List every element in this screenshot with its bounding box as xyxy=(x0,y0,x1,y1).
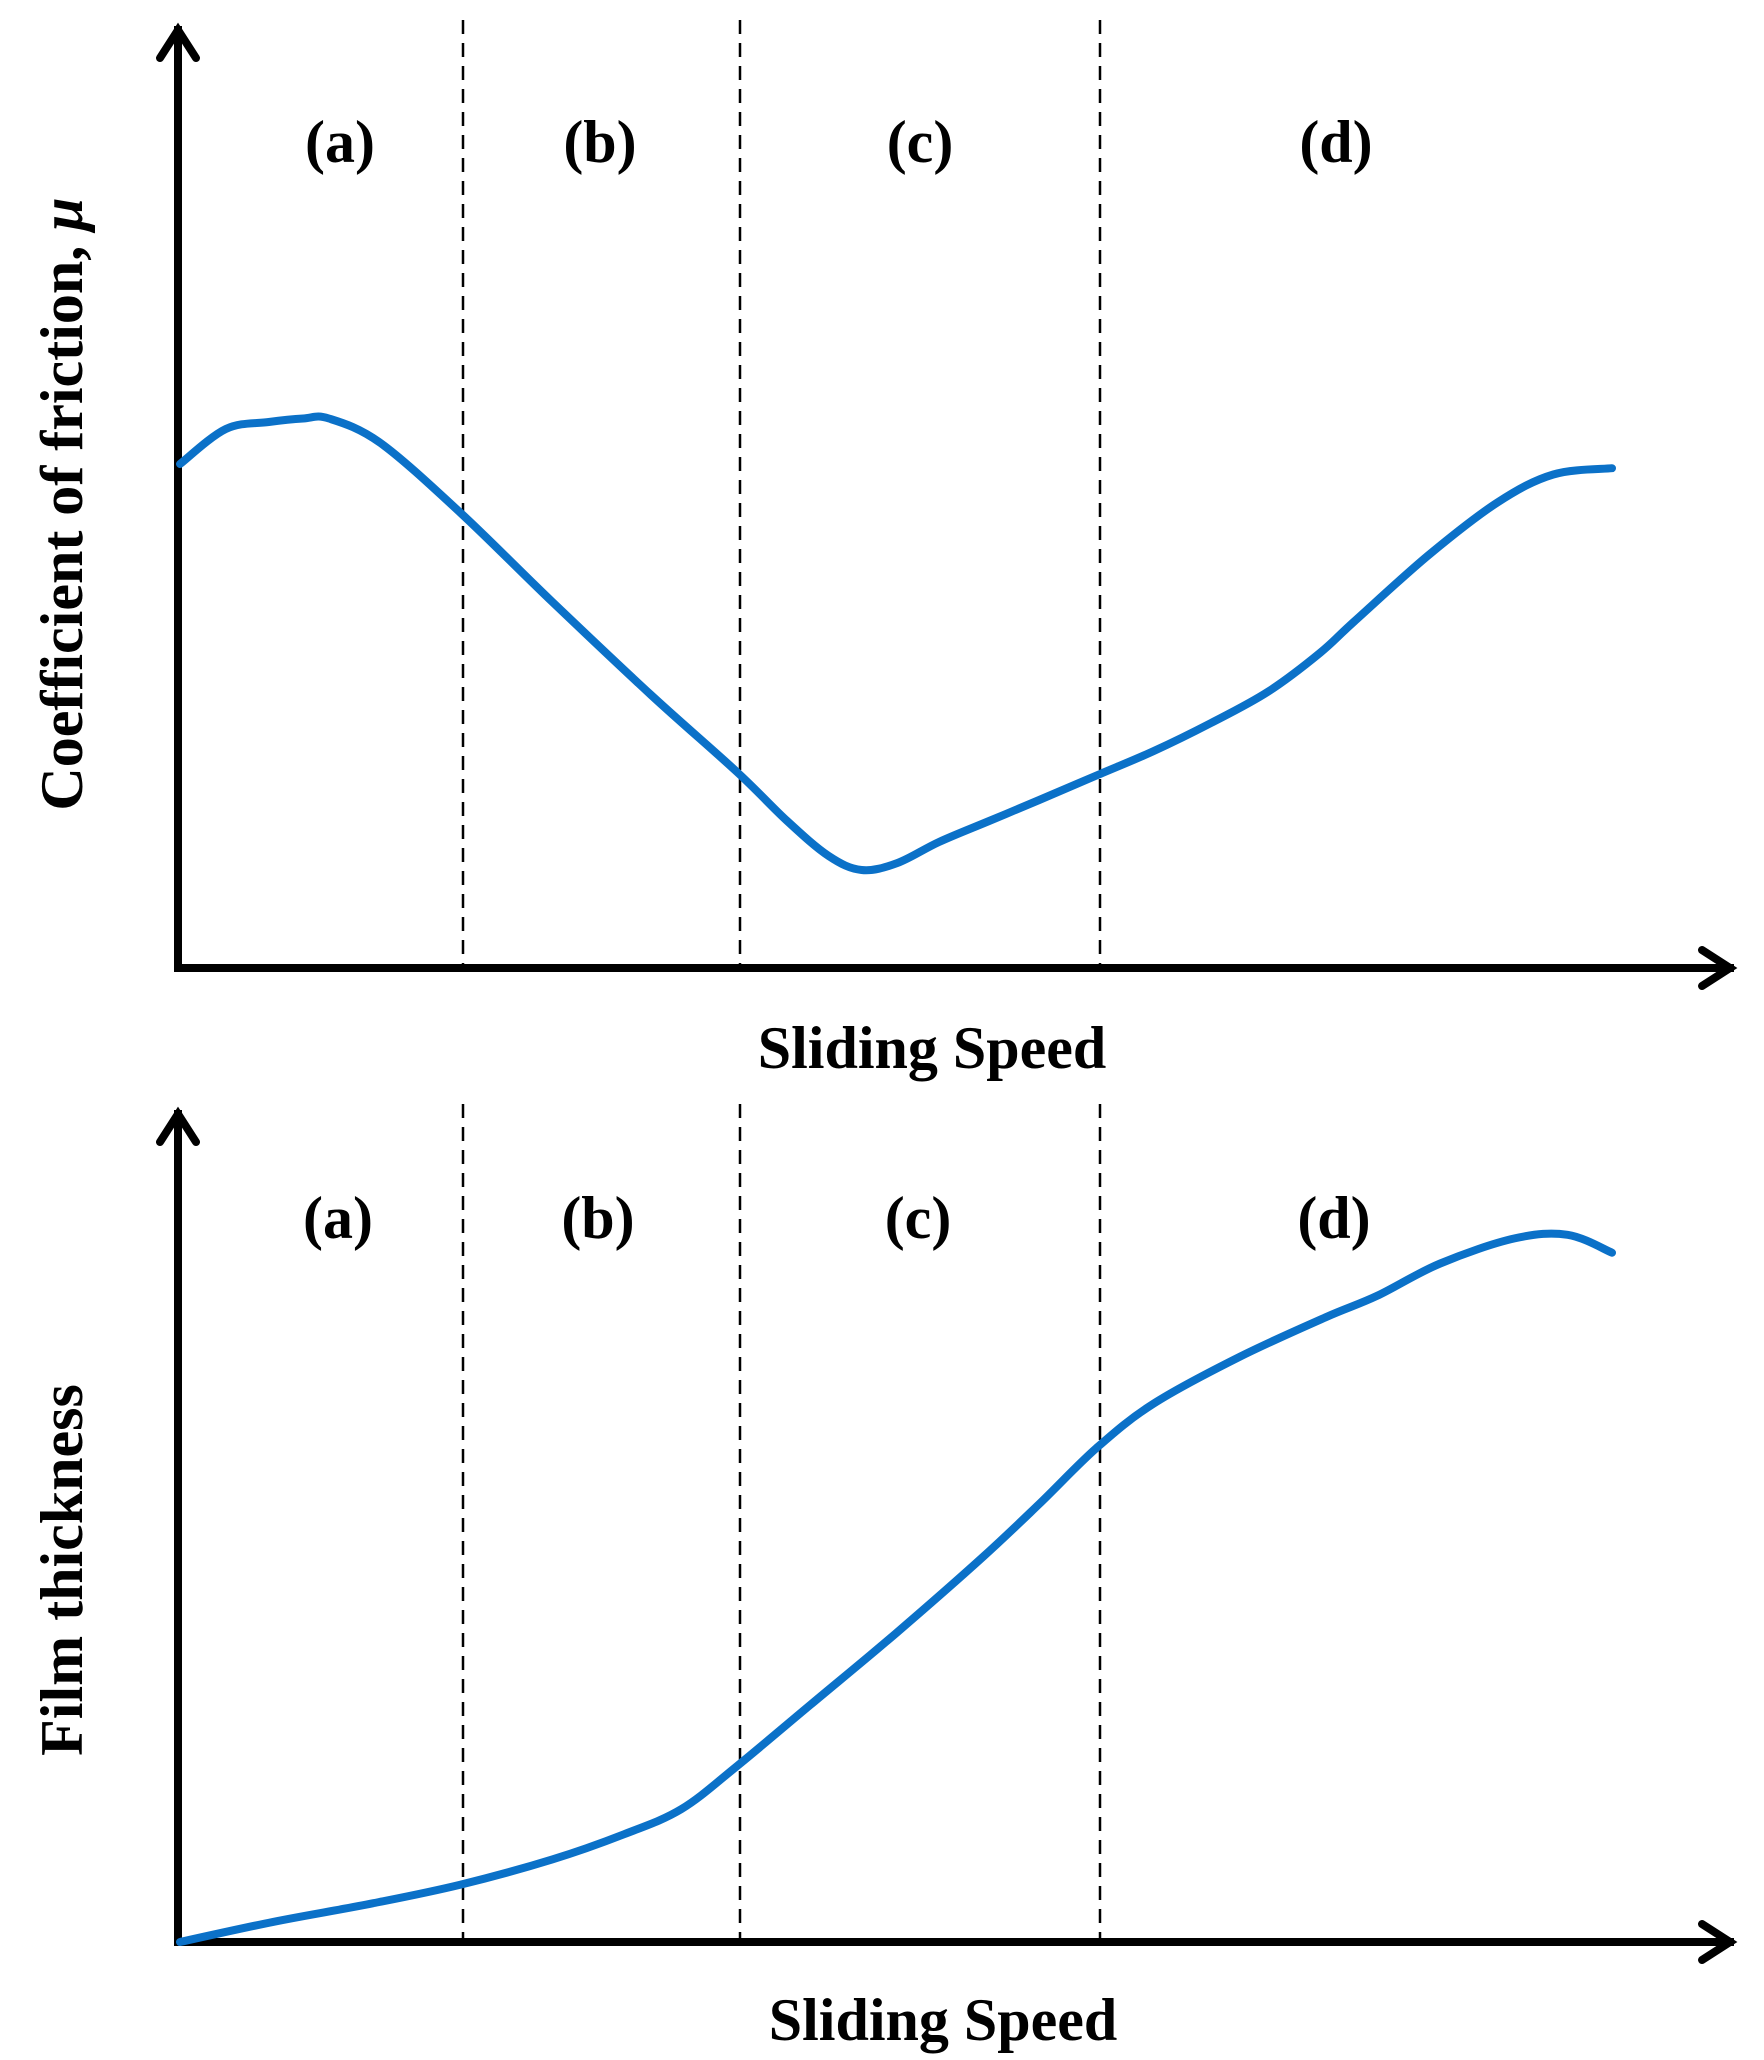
film-y-axis-arrow xyxy=(156,1106,200,1146)
film-region-label-d: (d) xyxy=(1297,1185,1370,1251)
film-x-axis-label: Sliding Speed xyxy=(769,1987,1118,2053)
friction-region-label-a: (a) xyxy=(305,109,375,175)
friction-chart: (a) (b) (c) (d) Sliding Speed Coefficien… xyxy=(29,20,1738,1081)
film-region-label-b: (b) xyxy=(561,1185,634,1251)
film-region-label-c: (c) xyxy=(885,1185,952,1251)
film-y-axis-label: Film thickness xyxy=(29,1384,95,1756)
friction-x-axis-label: Sliding Speed xyxy=(758,1015,1107,1081)
friction-region-label-d: (d) xyxy=(1299,109,1372,175)
film-thickness-chart: (a) (b) (c) (d) Sliding Speed Film thick… xyxy=(29,1104,1738,2053)
film-region-label-a: (a) xyxy=(303,1185,373,1251)
friction-y-axis-arrow xyxy=(156,22,200,62)
friction-region-label-b: (b) xyxy=(563,109,636,175)
friction-curve xyxy=(176,412,1616,875)
film-thickness-curve xyxy=(176,1229,1616,1946)
friction-region-label-c: (c) xyxy=(887,109,954,175)
friction-y-axis-label-mu: μ xyxy=(29,197,95,233)
friction-x-axis-arrow xyxy=(1698,946,1738,990)
film-x-axis-arrow xyxy=(1698,1920,1738,1964)
friction-y-axis-label: Coefficient of friction, μ xyxy=(29,197,95,810)
friction-y-axis-label-text: Coefficient of friction, xyxy=(29,231,95,811)
